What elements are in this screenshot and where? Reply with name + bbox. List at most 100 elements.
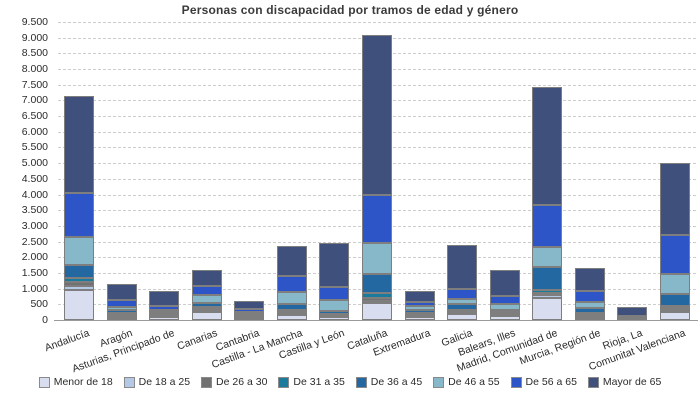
legend-item-de-31-a-35[interactable]: De 31 a 35	[278, 376, 345, 388]
bar-segment-mayor-de-65[interactable]	[319, 243, 349, 287]
bar-segment-de-36-a-45[interactable]	[107, 310, 137, 313]
bar-segment-menor-de-18[interactable]	[532, 298, 562, 320]
bar-segment-mayor-de-65[interactable]	[617, 306, 647, 316]
bar-segment-de-18-a-25[interactable]	[362, 301, 392, 304]
bar-segment-de-46-a-55[interactable]	[575, 301, 605, 309]
bar-segment-de-36-a-45[interactable]	[405, 309, 435, 313]
bar-segment-menor-de-18[interactable]	[660, 312, 690, 320]
bar-segment-de-46-a-55[interactable]	[64, 236, 94, 266]
bar-segment-de-56-a-65[interactable]	[617, 315, 647, 318]
bar-segment-mayor-de-65[interactable]	[490, 270, 520, 296]
bar-segment-de-46-a-55[interactable]	[447, 299, 477, 305]
bar-segment-de-31-a-35[interactable]	[192, 306, 222, 309]
bar-segment-de-56-a-65[interactable]	[575, 291, 605, 302]
bar-segment-mayor-de-65[interactable]	[447, 245, 477, 289]
bar-segment-de-36-a-45[interactable]	[362, 274, 392, 294]
bar-comunitat-valenciana[interactable]	[660, 22, 690, 320]
bar-segment-de-31-a-35[interactable]	[149, 312, 179, 315]
bar-cantabria[interactable]	[234, 22, 264, 320]
bar-segment-de-31-a-35[interactable]	[64, 278, 94, 283]
bar-segment-de-56-a-65[interactable]	[447, 288, 477, 299]
bar-segment-mayor-de-65[interactable]	[64, 95, 94, 193]
bar-segment-mayor-de-65[interactable]	[532, 86, 562, 205]
bar-segment-de-46-a-55[interactable]	[405, 306, 435, 310]
bar-segment-mayor-de-65[interactable]	[192, 270, 222, 286]
bar-segment-de-56-a-65[interactable]	[319, 286, 349, 300]
bar-segment-de-18-a-25[interactable]	[64, 285, 94, 291]
bar-segment-menor-de-18[interactable]	[149, 317, 179, 320]
bar-segment-de-56-a-65[interactable]	[64, 192, 94, 237]
bar-segment-de-36-a-45[interactable]	[192, 303, 222, 307]
bar-segment-menor-de-18[interactable]	[64, 290, 94, 320]
bar-segment-mayor-de-65[interactable]	[107, 284, 137, 301]
bar-segment-de-18-a-25[interactable]	[277, 313, 307, 316]
bar-segment-de-46-a-55[interactable]	[234, 311, 264, 314]
bar-segment-de-46-a-55[interactable]	[192, 295, 222, 304]
bar-segment-de-56-a-65[interactable]	[660, 235, 690, 275]
bar-segment-de-36-a-45[interactable]	[447, 304, 477, 310]
bar-segment-de-46-a-55[interactable]	[362, 243, 392, 275]
bar-segment-de-46-a-55[interactable]	[490, 304, 520, 310]
bar-segment-de-31-a-35[interactable]	[447, 309, 477, 312]
legend-item-de-36-a-45[interactable]: De 36 a 45	[355, 376, 422, 388]
legend-item-de-26-a-30[interactable]: De 26 a 30	[201, 376, 267, 388]
bar-segment-de-36-a-45[interactable]	[319, 310, 349, 315]
bar-segment-de-31-a-35[interactable]	[575, 312, 605, 315]
bar-segment-de-36-a-45[interactable]	[277, 303, 307, 311]
legend-item-de-56-a-65[interactable]: De 56 a 65	[510, 376, 577, 388]
bar-balears-illes[interactable]	[490, 22, 520, 320]
bar-segment-de-56-a-65[interactable]	[405, 301, 435, 307]
bar-segment-de-18-a-25[interactable]	[575, 315, 605, 318]
bar-segment-de-18-a-25[interactable]	[107, 315, 137, 318]
bar-segment-menor-de-18[interactable]	[234, 318, 264, 320]
bar-segment-de-26-a-30[interactable]	[362, 298, 392, 302]
bar-andaluc-a[interactable]	[64, 22, 94, 320]
bar-segment-de-46-a-55[interactable]	[660, 274, 690, 295]
bar-segment-de-56-a-65[interactable]	[192, 285, 222, 296]
bar-segment-de-36-a-45[interactable]	[532, 266, 562, 290]
bar-extremadura[interactable]	[405, 22, 435, 320]
bar-segment-de-46-a-55[interactable]	[277, 292, 307, 304]
bar-segment-mayor-de-65[interactable]	[362, 34, 392, 195]
bar-segment-de-26-a-30[interactable]	[447, 310, 477, 313]
bar-segment-menor-de-18[interactable]	[362, 303, 392, 320]
bar-rioja-la[interactable]	[617, 22, 647, 320]
bar-segment-de-56-a-65[interactable]	[490, 295, 520, 305]
bar-segment-de-18-a-25[interactable]	[149, 315, 179, 318]
legend-item-de-46-a-55[interactable]: De 46 a 55	[433, 376, 500, 388]
bar-segment-de-26-a-30[interactable]	[64, 282, 94, 286]
bar-segment-de-56-a-65[interactable]	[277, 276, 307, 293]
bar-segment-mayor-de-65[interactable]	[405, 290, 435, 302]
bar-segment-de-46-a-55[interactable]	[319, 299, 349, 311]
bar-segment-menor-de-18[interactable]	[447, 314, 477, 320]
bar-segment-de-56-a-65[interactable]	[149, 306, 179, 310]
bar-segment-de-46-a-55[interactable]	[107, 306, 137, 311]
legend-item-de-18-a-25[interactable]: De 18 a 25	[123, 376, 190, 388]
bar-murcia-regi-n-de[interactable]	[575, 22, 605, 320]
bar-segment-mayor-de-65[interactable]	[660, 162, 690, 235]
bar-segment-de-46-a-55[interactable]	[532, 246, 562, 267]
bar-segment-menor-de-18[interactable]	[107, 317, 137, 320]
bar-segment-de-36-a-45[interactable]	[575, 308, 605, 314]
bar-segment-de-26-a-30[interactable]	[660, 308, 690, 311]
bar-segment-de-31-a-35[interactable]	[362, 293, 392, 299]
bar-segment-de-56-a-65[interactable]	[107, 300, 137, 307]
bar-segment-de-18-a-25[interactable]	[532, 294, 562, 299]
bar-segment-de-18-a-25[interactable]	[192, 309, 222, 312]
bar-segment-menor-de-18[interactable]	[490, 316, 520, 320]
bar-segment-de-36-a-45[interactable]	[660, 294, 690, 306]
bar-castilla-la-mancha[interactable]	[277, 22, 307, 320]
bar-segment-mayor-de-65[interactable]	[575, 267, 605, 292]
bar-asturias-principado-de[interactable]	[149, 22, 179, 320]
bar-segment-de-36-a-45[interactable]	[490, 309, 520, 313]
bar-segment-mayor-de-65[interactable]	[234, 300, 264, 309]
bar-galicia[interactable]	[447, 22, 477, 320]
bar-segment-de-26-a-30[interactable]	[490, 312, 520, 315]
bar-segment-de-56-a-65[interactable]	[234, 308, 264, 312]
bar-segment-de-18-a-25[interactable]	[660, 310, 690, 313]
bar-segment-menor-de-18[interactable]	[277, 315, 307, 320]
bar-segment-de-36-a-45[interactable]	[234, 312, 264, 315]
bar-segment-de-56-a-65[interactable]	[362, 194, 392, 244]
bar-madrid-comunidad-de[interactable]	[532, 22, 562, 320]
bar-arag-n[interactable]	[107, 22, 137, 320]
